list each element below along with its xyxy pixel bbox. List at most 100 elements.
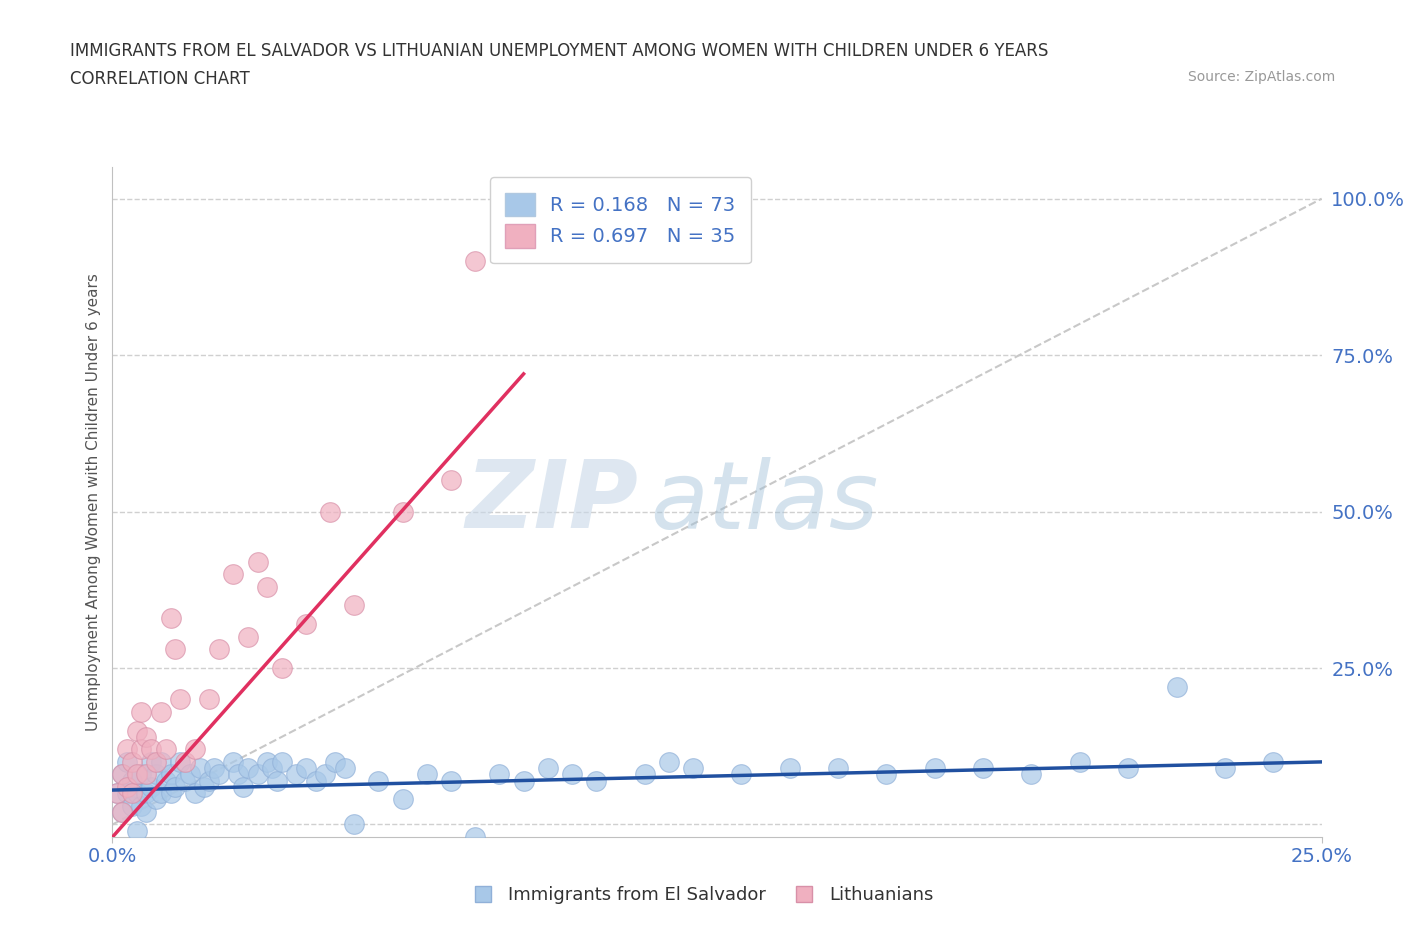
- Point: [633, 767, 655, 782]
- Point: [115, 786, 138, 801]
- Point: [111, 767, 134, 782]
- Point: [537, 761, 560, 776]
- Point: [131, 798, 153, 813]
- Point: [105, 786, 128, 801]
- Y-axis label: Unemployment Among Women with Children Under 6 years: Unemployment Among Women with Children U…: [86, 273, 101, 731]
- Point: [141, 779, 163, 794]
- Point: [827, 761, 849, 776]
- Point: [135, 767, 157, 782]
- Point: [236, 761, 259, 776]
- Point: [512, 773, 534, 788]
- Point: [208, 642, 231, 657]
- Point: [149, 754, 172, 769]
- Text: IMMIGRANTS FROM EL SALVADOR VS LITHUANIAN UNEMPLOYMENT AMONG WOMEN WITH CHILDREN: IMMIGRANTS FROM EL SALVADOR VS LITHUANIA…: [70, 42, 1049, 60]
- Point: [121, 798, 143, 813]
- Point: [125, 823, 148, 838]
- Point: [266, 773, 288, 788]
- Point: [183, 742, 205, 757]
- Point: [121, 786, 143, 801]
- Point: [1166, 680, 1188, 695]
- Point: [111, 804, 134, 819]
- Point: [295, 761, 318, 776]
- Point: [115, 742, 138, 757]
- Point: [159, 610, 181, 625]
- Point: [183, 786, 205, 801]
- Point: [658, 754, 681, 769]
- Point: [131, 704, 153, 719]
- Point: [367, 773, 389, 788]
- Point: [111, 804, 134, 819]
- Point: [440, 773, 463, 788]
- Point: [464, 254, 486, 269]
- Point: [135, 729, 157, 744]
- Point: [174, 773, 197, 788]
- Point: [226, 767, 249, 782]
- Legend: R = 0.168   N = 73, R = 0.697   N = 35: R = 0.168 N = 73, R = 0.697 N = 35: [489, 177, 751, 263]
- Point: [1116, 761, 1139, 776]
- Point: [208, 767, 231, 782]
- Point: [202, 761, 225, 776]
- Point: [145, 767, 167, 782]
- Point: [198, 692, 221, 707]
- Point: [343, 817, 366, 832]
- Point: [561, 767, 583, 782]
- Point: [391, 792, 413, 807]
- Point: [159, 786, 181, 801]
- Point: [141, 754, 163, 769]
- Point: [416, 767, 439, 782]
- Point: [115, 754, 138, 769]
- Point: [125, 724, 148, 738]
- Point: [314, 767, 336, 782]
- Point: [174, 754, 197, 769]
- Point: [135, 804, 157, 819]
- Point: [121, 754, 143, 769]
- Point: [222, 566, 245, 581]
- Point: [682, 761, 704, 776]
- Point: [193, 779, 215, 794]
- Point: [111, 767, 134, 782]
- Point: [232, 779, 254, 794]
- Point: [285, 767, 308, 782]
- Point: [179, 767, 201, 782]
- Point: [125, 786, 148, 801]
- Point: [256, 579, 278, 594]
- Point: [585, 773, 607, 788]
- Point: [270, 660, 292, 675]
- Point: [159, 767, 181, 782]
- Point: [323, 754, 346, 769]
- Text: atlas: atlas: [651, 457, 879, 548]
- Point: [304, 773, 326, 788]
- Point: [924, 761, 946, 776]
- Point: [125, 767, 148, 782]
- Point: [319, 504, 342, 519]
- Point: [246, 554, 269, 569]
- Text: Source: ZipAtlas.com: Source: ZipAtlas.com: [1188, 70, 1336, 84]
- Point: [131, 767, 153, 782]
- Point: [198, 773, 221, 788]
- Point: [155, 742, 177, 757]
- Point: [1263, 754, 1285, 769]
- Point: [256, 754, 278, 769]
- Point: [141, 742, 163, 757]
- Point: [730, 767, 752, 782]
- Point: [165, 642, 187, 657]
- Text: CORRELATION CHART: CORRELATION CHART: [70, 70, 250, 87]
- Point: [440, 472, 463, 487]
- Point: [121, 773, 143, 788]
- Point: [169, 692, 191, 707]
- Point: [149, 704, 172, 719]
- Point: [972, 761, 994, 776]
- Point: [105, 786, 128, 801]
- Point: [270, 754, 292, 769]
- Point: [131, 742, 153, 757]
- Point: [135, 786, 157, 801]
- Point: [1021, 767, 1043, 782]
- Point: [145, 754, 167, 769]
- Point: [115, 779, 138, 794]
- Point: [246, 767, 269, 782]
- Point: [464, 830, 486, 844]
- Point: [343, 598, 366, 613]
- Point: [262, 761, 284, 776]
- Point: [149, 786, 172, 801]
- Point: [333, 761, 356, 776]
